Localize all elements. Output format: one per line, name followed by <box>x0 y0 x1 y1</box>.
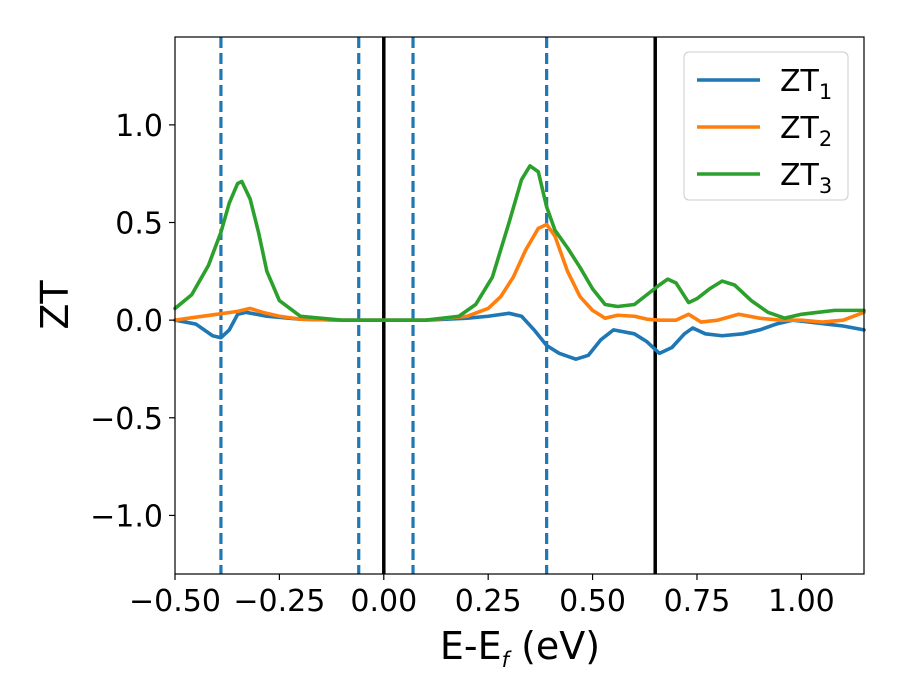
x-axis-label: E-Ef (eV) <box>440 624 600 672</box>
series-line-zt3 <box>173 164 866 322</box>
y-tick-label: −1.0 <box>90 499 163 534</box>
series-line-zt1 <box>173 310 866 361</box>
x-tick-label: −0.25 <box>233 584 325 619</box>
x-tick-label: 0.75 <box>664 584 731 619</box>
y-axis-label: ZT <box>33 280 77 330</box>
x-tick-label: 0.00 <box>350 584 417 619</box>
plot-frame <box>174 36 865 575</box>
y-tick-label: 1.0 <box>115 109 163 144</box>
legend-label-zt1: ZT1 <box>780 64 832 104</box>
series-line-zt2 <box>173 222 866 324</box>
x-tick-label: 0.25 <box>455 584 522 619</box>
x-tick-label: 0.50 <box>559 584 626 619</box>
y-tick-label: 0.0 <box>115 304 163 339</box>
y-tick-label: −0.5 <box>90 402 163 437</box>
legend-box <box>683 51 849 201</box>
legend-label-zt2: ZT2 <box>780 111 832 151</box>
legend: ZT1 ZT2 ZT3 <box>683 51 849 201</box>
legend-label-zt3: ZT3 <box>780 158 832 198</box>
y-tick-label: 0.5 <box>115 207 163 242</box>
x-tick-label: 1.00 <box>768 584 835 619</box>
x-tick-label: −0.50 <box>129 584 221 619</box>
